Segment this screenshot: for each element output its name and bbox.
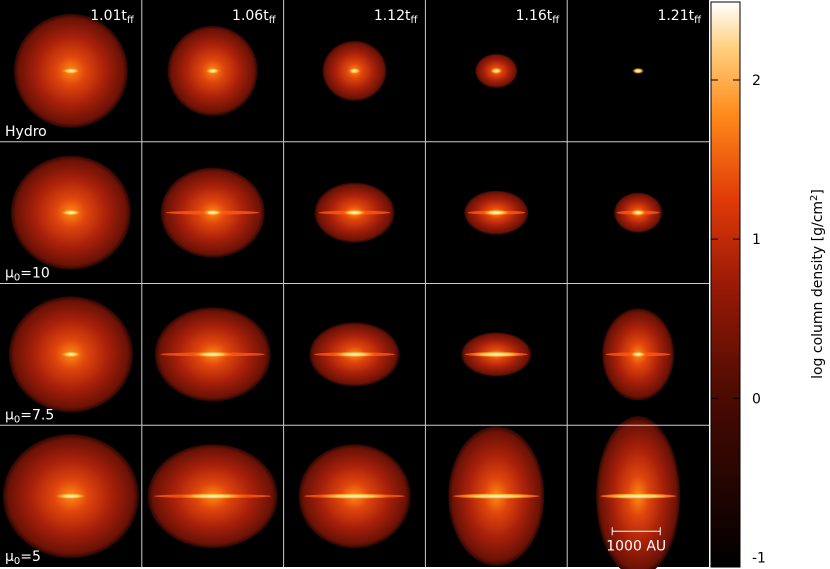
scale-bar-label: 1000 AU: [606, 538, 666, 554]
colorbar-label-part: log column density [g/cm: [810, 201, 826, 379]
column-label-part: ff: [411, 15, 419, 26]
column-label-part: 1.16t: [516, 8, 553, 24]
column-label: 1.01tff: [90, 8, 135, 26]
core: [598, 493, 679, 500]
colorbar: [710, 1, 741, 568]
row-label-part: =10: [20, 266, 50, 282]
row-label: μ0=10: [5, 266, 50, 284]
colorbar-label-part: 2: [809, 195, 820, 201]
row-label-part: 0: [14, 273, 20, 284]
core: [490, 67, 503, 74]
colorbar-tick-label: 2: [752, 73, 761, 89]
core: [178, 493, 247, 500]
core: [452, 493, 541, 500]
core: [482, 209, 511, 216]
row-label-part: =7.5: [20, 407, 54, 423]
core: [348, 67, 361, 74]
core: [630, 351, 647, 358]
core: [342, 209, 367, 216]
core: [205, 67, 220, 74]
row-label-part: 0: [14, 556, 20, 567]
column-label-part: ff: [127, 15, 135, 26]
row-label-part: =5: [20, 549, 41, 565]
column-label-part: ff: [269, 15, 277, 26]
core: [332, 351, 377, 358]
column-label-part: ff: [694, 15, 702, 26]
row-label-part: Hydro: [5, 124, 47, 140]
core: [632, 67, 645, 74]
row-label: Hydro: [5, 124, 47, 140]
core: [468, 351, 525, 358]
column-label: 1.16tff: [516, 8, 561, 26]
colorbar-label-part: ]: [810, 189, 826, 194]
row-label: μ0=5: [5, 549, 41, 567]
column-label: 1.12tff: [374, 8, 419, 26]
core: [61, 67, 80, 74]
row-label-part: μ: [5, 407, 14, 423]
colorbar-label: log column density [g/cm2]: [809, 189, 826, 379]
row-label-part: μ: [5, 549, 14, 565]
row-label: μ0=7.5: [5, 407, 54, 425]
column-label: 1.06tff: [232, 8, 277, 26]
column-label-part: 1.12t: [374, 8, 411, 24]
row-label-part: μ: [5, 266, 14, 282]
column-label: 1.21tff: [657, 8, 702, 26]
column-label-part: 1.01t: [90, 8, 127, 24]
core: [630, 209, 647, 216]
core: [202, 209, 223, 216]
colorbar-tick-label: -1: [752, 550, 766, 566]
core: [54, 493, 87, 500]
column-label-part: 1.06t: [232, 8, 269, 24]
column-label-part: ff: [552, 15, 560, 26]
core: [192, 351, 233, 358]
colorbar-tick-label: 1: [752, 232, 761, 248]
core: [316, 493, 393, 500]
row-label-part: 0: [14, 414, 20, 425]
core: [60, 209, 81, 216]
core: [60, 351, 81, 358]
colorbar-tick-label: 0: [752, 391, 761, 407]
column-label-part: 1.21t: [657, 8, 694, 24]
